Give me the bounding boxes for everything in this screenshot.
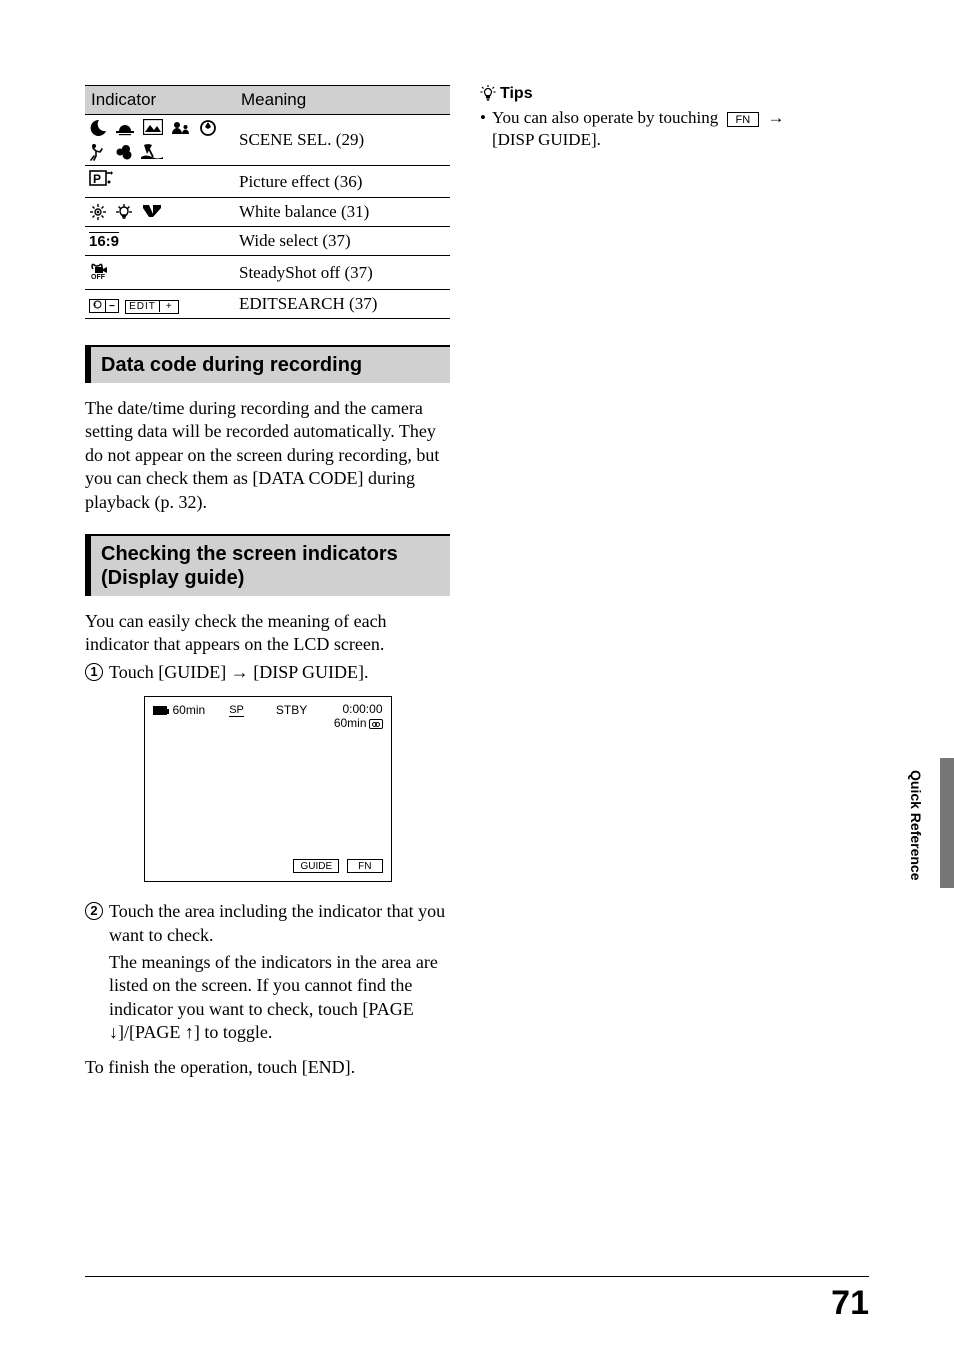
steadyshot-off-icon: OFF bbox=[89, 260, 113, 280]
beach-icon bbox=[141, 143, 163, 159]
moon-icon bbox=[89, 119, 107, 137]
data-code-heading: Data code during recording bbox=[85, 345, 450, 383]
indicator-table: Indicator Meaning SCENE SE bbox=[85, 85, 450, 319]
display-guide-heading: Checking the screen indicators (Display … bbox=[85, 534, 450, 596]
footer-rule bbox=[85, 1276, 869, 1277]
white-balance-icons bbox=[85, 198, 235, 227]
editsearch-meaning: EDITSEARCH (37) bbox=[235, 290, 450, 319]
lcd-counter: 0:00:00 bbox=[334, 703, 383, 717]
picture-effect-icon: P bbox=[89, 170, 113, 188]
step-1-number: 1 bbox=[85, 663, 103, 681]
editsearch-right-button: EDIT + bbox=[125, 300, 179, 314]
spotlight-icon bbox=[199, 119, 217, 137]
soft-portrait-icon bbox=[171, 119, 191, 135]
outdoor-wb-icon bbox=[89, 203, 107, 221]
tips-heading: Tips bbox=[480, 85, 845, 103]
white-balance-meaning: White balance (31) bbox=[235, 198, 450, 227]
step-1-text: Touch [GUIDE] → [DISP GUIDE]. bbox=[109, 661, 369, 684]
tip-item: • You can also operate by touching FN → … bbox=[480, 107, 845, 151]
editsearch-left-button: − bbox=[89, 299, 119, 313]
scene-sel-meaning: SCENE SEL. (29) bbox=[235, 115, 450, 166]
lcd-sp-icon: SP bbox=[229, 704, 244, 717]
svg-text:P: P bbox=[93, 172, 101, 186]
picture-effect-meaning: Picture effect (36) bbox=[235, 166, 450, 198]
indoor-wb-icon bbox=[115, 203, 133, 221]
svg-text:OFF: OFF bbox=[91, 274, 106, 280]
battery-icon bbox=[153, 706, 167, 715]
lcd-tape-remain: 60min bbox=[334, 716, 367, 730]
tip-text-pre: You can also operate by touching bbox=[492, 108, 718, 127]
arrow-icon: → bbox=[767, 108, 784, 127]
bullet-icon: • bbox=[480, 107, 486, 151]
side-tab bbox=[940, 758, 954, 888]
cassette-icon bbox=[369, 719, 383, 729]
onepush-wb-icon bbox=[141, 203, 163, 219]
indicator-header: Indicator bbox=[85, 86, 235, 115]
scene-sel-icons bbox=[85, 115, 235, 166]
sports-icon bbox=[89, 143, 107, 161]
tips-label: Tips bbox=[500, 85, 533, 103]
step-2: 2 Touch the area including the indicator… bbox=[85, 900, 450, 947]
data-code-body: The date/time during recording and the c… bbox=[85, 397, 450, 514]
steadyshot-meaning: SteadyShot off (37) bbox=[235, 256, 450, 290]
lcd-screen-mockup: 60min SP STBY 0:00:00 60min GUIDE FN bbox=[144, 696, 392, 882]
finish-text: To finish the operation, touch [END]. bbox=[85, 1056, 450, 1079]
wide-select-icon: 16:9 bbox=[89, 233, 119, 250]
picture-effect-icon-cell: P bbox=[85, 166, 235, 198]
sunset-icon bbox=[115, 119, 135, 137]
fn-button-inline: FN bbox=[727, 112, 760, 127]
step-2-number: 2 bbox=[85, 902, 103, 920]
wide-select-icon-cell: 16:9 bbox=[85, 227, 235, 256]
tip-text-post: [DISP GUIDE]. bbox=[492, 130, 601, 149]
lcd-stby: STBY bbox=[276, 703, 307, 717]
meaning-header: Meaning bbox=[235, 86, 450, 115]
lcd-guide-button: GUIDE bbox=[293, 859, 339, 873]
step-2-detail: The meanings of the indicators in the ar… bbox=[85, 951, 450, 1045]
tips-bulb-icon bbox=[480, 85, 496, 103]
step-2-text: Touch the area including the indicator t… bbox=[109, 900, 450, 947]
lcd-fn-button: FN bbox=[347, 859, 382, 873]
page-number: 71 bbox=[831, 1284, 869, 1323]
display-guide-intro: You can easily check the meaning of each… bbox=[85, 610, 450, 657]
snow-icon bbox=[115, 143, 133, 161]
editsearch-icon-cell: − EDIT + bbox=[85, 290, 235, 319]
side-label: Quick Reference bbox=[908, 770, 924, 881]
landscape-icon bbox=[143, 119, 163, 135]
step-1: 1 Touch [GUIDE] → [DISP GUIDE]. bbox=[85, 661, 450, 684]
lcd-battery-remain: 60min bbox=[173, 703, 206, 717]
wide-select-meaning: Wide select (37) bbox=[235, 227, 450, 256]
steadyshot-icon-cell: OFF bbox=[85, 256, 235, 290]
rewind-icon bbox=[93, 300, 102, 309]
